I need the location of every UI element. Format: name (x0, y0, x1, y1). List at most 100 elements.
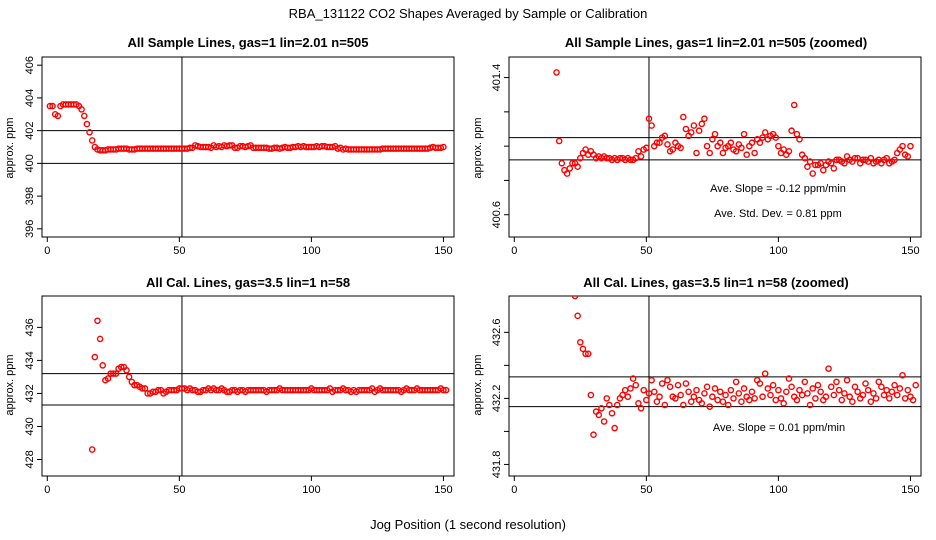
chart-3-point (590, 431, 597, 439)
chart-3-point (761, 370, 769, 377)
chart-3-point (775, 386, 782, 394)
chart-3-point (632, 381, 640, 389)
chart-2-point (123, 367, 130, 374)
chart-1-point (574, 163, 581, 171)
chart-0-ytick-label: 396 (24, 220, 36, 238)
chart-3-point (648, 376, 655, 384)
chart-3-point (685, 388, 692, 396)
chart-3-point (587, 391, 595, 399)
chart-1-point (841, 159, 848, 167)
chart-3-point (867, 398, 875, 405)
chart-3-point (693, 386, 700, 394)
chart-3-point (677, 391, 684, 399)
chart-1-point (648, 122, 655, 129)
chart-2-point (88, 446, 96, 453)
chart-2-point (139, 385, 146, 392)
chart-3-point (870, 390, 877, 397)
chart-1-point (751, 149, 758, 157)
panel-sample-lines-zoomed-stddev-annotation: Ave. Std. Dev. = 0.81 ppm (714, 208, 842, 220)
chart-3-point (682, 380, 690, 387)
chart-2-point (141, 385, 149, 392)
chart-1-point (740, 130, 748, 138)
chart-3-point (582, 350, 589, 358)
chart-3-point (703, 383, 711, 391)
chart-3-point (751, 395, 758, 402)
chart-2-point (96, 335, 104, 343)
chart-1-point (883, 154, 890, 162)
chart-0-ytick-label: 400 (24, 154, 36, 172)
chart-3-point (854, 388, 861, 396)
chart-3-point (650, 388, 658, 396)
chart-0-ytick-label: 398 (24, 187, 36, 205)
chart-3-point (664, 376, 671, 384)
chart-3-point (801, 378, 809, 386)
chart-0-point (78, 106, 85, 113)
chart-2-ytick-label: 428 (24, 450, 36, 468)
chart-3-point (896, 385, 904, 392)
chart-1-point (788, 127, 795, 135)
chart-0-xtick-label: 100 (302, 245, 320, 257)
chart-2-point (154, 386, 162, 394)
chart-3-point (878, 383, 885, 391)
chart-3-point (833, 378, 840, 386)
chart-3-point (735, 390, 743, 397)
chart-3-point (862, 380, 869, 387)
chart-2-point (94, 317, 101, 325)
chart-2-point (110, 370, 117, 377)
chart-3-point (584, 350, 592, 358)
chart-3-point (738, 398, 745, 405)
chart-3-point (841, 390, 848, 397)
chart-3-point (793, 396, 801, 404)
chart-3-point (727, 386, 735, 394)
chart-1-point (809, 170, 817, 177)
chart-1-point (687, 129, 695, 136)
chart-2-ytick-label: 432 (24, 384, 36, 402)
panel-sample-lines-plot: 396 398 400 402 404 406 0 50 100 150 (24, 56, 455, 257)
chart-3-point (598, 404, 605, 412)
chart-0-xtick-label: 150 (434, 245, 452, 257)
chart-3-point (603, 395, 611, 402)
chart-0-point (86, 128, 93, 136)
panel-sample-lines-title: All Sample Lines, gas=1 lin=2.01 n=505 (128, 35, 369, 50)
chart-3-point (817, 388, 824, 396)
chart-0-ytick-label: 404 (24, 89, 36, 107)
chart-3-point (608, 409, 616, 417)
chart-3-point (872, 395, 880, 402)
chart-3-point (701, 390, 708, 397)
chart-1-point (563, 170, 571, 177)
chart-1-ytick-label: 401.4 (491, 64, 503, 92)
chart-3-point (864, 386, 872, 394)
chart-2-xtick-label: 0 (44, 484, 50, 496)
chart-1-xtick-label: 50 (640, 245, 652, 257)
chart-3-point (629, 375, 637, 382)
chart-1-point (775, 142, 782, 150)
chart-0-point (440, 143, 447, 151)
chart-1-point (680, 113, 687, 121)
chart-2-point (112, 370, 120, 377)
chart-0-point (49, 102, 56, 110)
chart-3-point (756, 380, 764, 387)
panel-cal-lines-plot: 428 430 432 434 436 0 50 100 150 (24, 295, 455, 496)
chart-1-point (891, 156, 898, 164)
chart-1-point (690, 122, 698, 129)
chart-1-point (637, 153, 645, 160)
chart-3-point (777, 395, 785, 402)
panel-cal-lines-zoomed-slope-annotation: Ave. Slope = 0.01 ppm/min (713, 422, 845, 434)
chart-1-point (566, 165, 574, 172)
chart-3-point (851, 383, 859, 391)
chart-1-point (682, 125, 690, 133)
chart-3-point (814, 381, 822, 389)
chart-1-point (851, 154, 859, 162)
panel-sample-lines: All Sample Lines, gas=1 lin=2.01 n=505 a… (4, 35, 455, 257)
panel-sample-lines-zoomed: All Sample Lines, gas=1 lin=2.01 n=505 (… (472, 35, 922, 257)
panel-sample-lines-zoomed-slope-annotation: Ave. Slope = -0.12 ppm/min (710, 183, 846, 195)
panel-cal-lines-plot-zoomed: 431.8 432.2 432.6 0 50 100 150 (491, 295, 922, 496)
chart-3-point (909, 396, 917, 404)
chart-1-point (796, 135, 803, 143)
chart-3-point (643, 396, 650, 404)
chart-3-point (680, 401, 687, 409)
chart-1-point (653, 139, 661, 147)
chart-1-point (761, 129, 769, 136)
chart-1-point (738, 144, 745, 152)
